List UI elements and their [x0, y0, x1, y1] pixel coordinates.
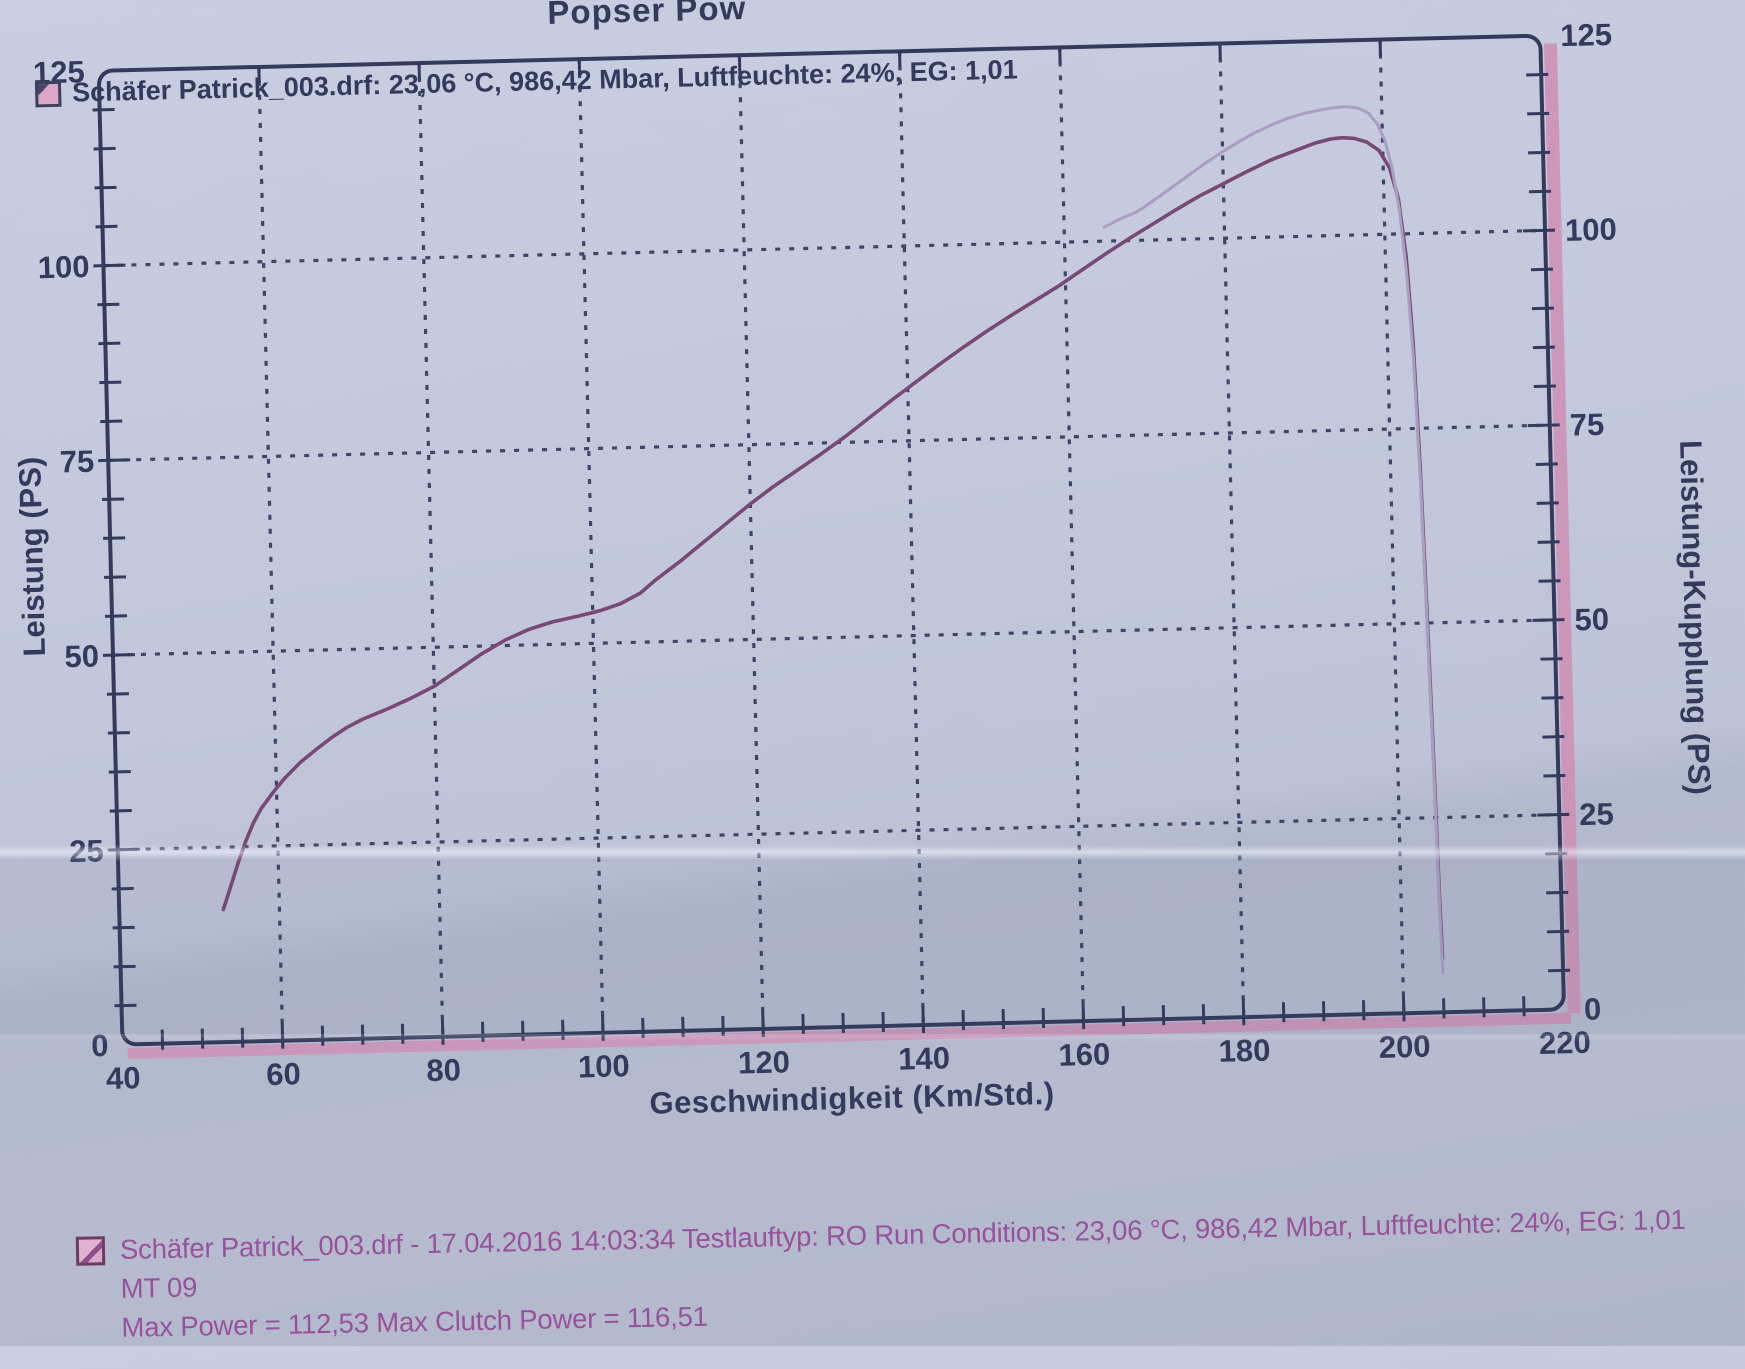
svg-text:100: 100	[578, 1048, 631, 1084]
svg-text:50: 50	[1574, 602, 1609, 638]
svg-text:125: 125	[1560, 17, 1613, 53]
svg-text:80: 80	[426, 1052, 461, 1088]
svg-text:0: 0	[91, 1028, 109, 1063]
svg-text:75: 75	[1569, 407, 1604, 443]
svg-text:50: 50	[64, 638, 99, 674]
svg-text:180: 180	[1218, 1033, 1271, 1069]
svg-text:25: 25	[1579, 796, 1614, 832]
svg-text:75: 75	[59, 444, 94, 480]
axis-ticks	[89, 35, 1575, 1052]
svg-text:200: 200	[1378, 1029, 1431, 1065]
svg-text:40: 40	[106, 1060, 141, 1096]
svg-text:100: 100	[37, 249, 90, 285]
svg-text:60: 60	[266, 1056, 301, 1092]
power-curve	[205, 136, 1442, 988]
svg-text:220: 220	[1539, 1025, 1592, 1061]
svg-text:140: 140	[898, 1040, 951, 1076]
y-axis-left-title: Leistung (PS)	[12, 436, 54, 677]
series-swatch-icon	[76, 1236, 106, 1266]
svg-text:160: 160	[1058, 1036, 1111, 1072]
series-swatch-icon	[35, 80, 62, 107]
clutch-power-curve	[1101, 105, 1443, 981]
svg-text:100: 100	[1565, 212, 1618, 248]
svg-text:25: 25	[69, 833, 104, 869]
pink-frame-band	[104, 43, 1574, 1053]
svg-text:0: 0	[1584, 991, 1602, 1026]
gridlines	[99, 36, 1564, 1045]
plot-frame	[99, 36, 1564, 1045]
svg-text:120: 120	[738, 1044, 791, 1080]
